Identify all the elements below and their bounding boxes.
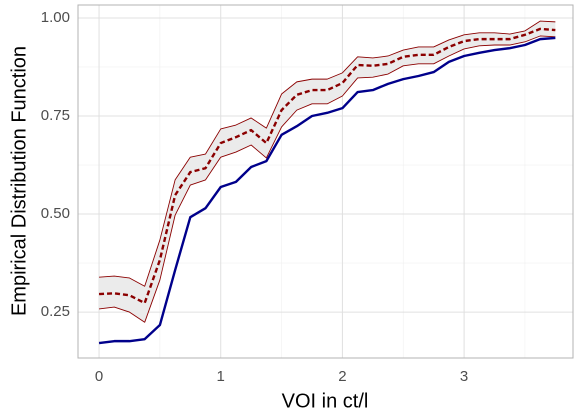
x-tick-label: 1 (217, 368, 225, 385)
y-tick-label: 1.00 (41, 9, 70, 26)
band-lower (98, 35, 556, 323)
x-tick-label: 3 (460, 368, 468, 385)
band-upper (99, 20, 556, 287)
y-axis-title: Empirical Distribution Function (8, 46, 30, 316)
x-tick-label: 0 (95, 368, 103, 385)
x-tick-label: 2 (338, 368, 346, 385)
panel-border (77, 4, 574, 359)
y-tick-label: 0.25 (41, 303, 70, 320)
series-line (98, 27, 556, 305)
y-tick-label: 0.50 (41, 205, 70, 222)
confidence-band (99, 21, 556, 323)
x-axis-title: VOI in ct/l (282, 390, 369, 412)
series-line (98, 36, 556, 345)
y-tick-label: 0.75 (41, 107, 70, 124)
